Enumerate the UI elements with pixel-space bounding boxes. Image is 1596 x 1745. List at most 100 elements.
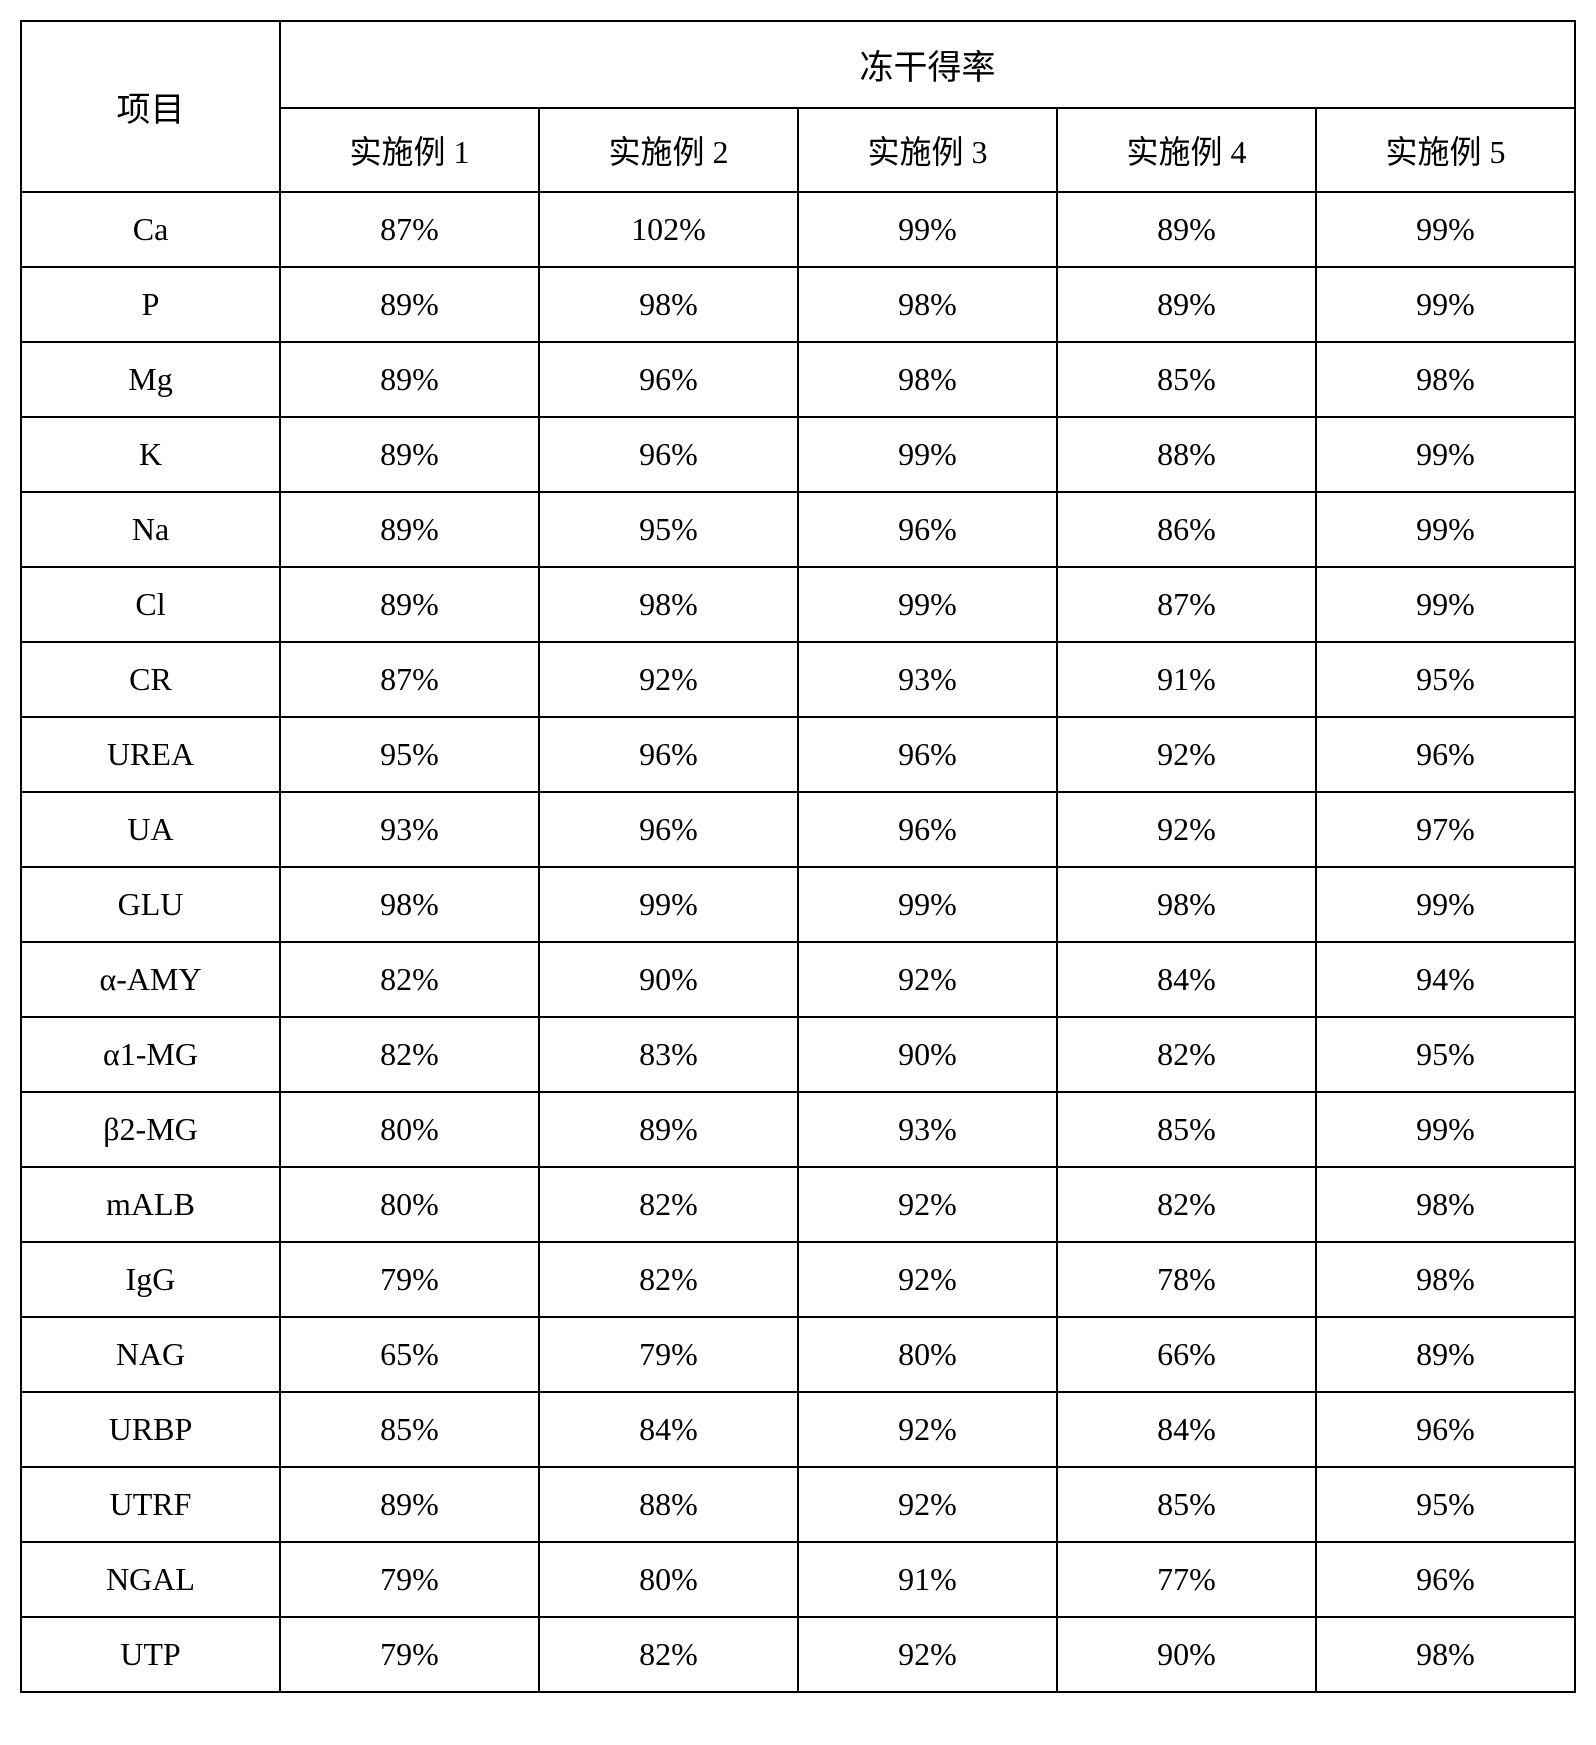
data-cell: 85% — [280, 1392, 539, 1467]
data-cell: 98% — [1316, 1242, 1575, 1317]
data-cell: 83% — [539, 1017, 798, 1092]
data-cell: 94% — [1316, 942, 1575, 1017]
data-cell: 92% — [798, 1167, 1057, 1242]
data-cell: 82% — [1057, 1167, 1316, 1242]
row-header-title: 项目 — [21, 21, 280, 192]
row-label: URBP — [21, 1392, 280, 1467]
header-row-1: 项目 冻干得率 — [21, 21, 1575, 108]
data-cell: 93% — [280, 792, 539, 867]
row-label: Ca — [21, 192, 280, 267]
data-cell: 98% — [1316, 1617, 1575, 1692]
table-row: Na89%95%96%86%99% — [21, 492, 1575, 567]
data-cell: 80% — [280, 1167, 539, 1242]
data-cell: 82% — [539, 1617, 798, 1692]
row-label: mALB — [21, 1167, 280, 1242]
data-cell: 89% — [280, 342, 539, 417]
table-row: URBP85%84%92%84%96% — [21, 1392, 1575, 1467]
data-cell: 91% — [798, 1542, 1057, 1617]
data-table-container: 项目 冻干得率 实施例 1 实施例 2 实施例 3 实施例 4 实施例 5 Ca… — [20, 20, 1576, 1693]
data-cell: 99% — [1316, 192, 1575, 267]
data-cell: 96% — [539, 417, 798, 492]
data-cell: 82% — [280, 1017, 539, 1092]
data-cell: 95% — [280, 717, 539, 792]
data-cell: 99% — [539, 867, 798, 942]
data-cell: 85% — [1057, 1467, 1316, 1542]
data-cell: 84% — [539, 1392, 798, 1467]
row-label: Cl — [21, 567, 280, 642]
data-cell: 96% — [539, 342, 798, 417]
data-cell: 65% — [280, 1317, 539, 1392]
row-label: β2-MG — [21, 1092, 280, 1167]
row-label: α-AMY — [21, 942, 280, 1017]
data-cell: 99% — [798, 192, 1057, 267]
data-cell: 92% — [798, 1242, 1057, 1317]
row-label: α1-MG — [21, 1017, 280, 1092]
table-row: Mg89%96%98%85%98% — [21, 342, 1575, 417]
data-cell: 95% — [1316, 642, 1575, 717]
data-cell: 99% — [798, 417, 1057, 492]
col-header-1: 实施例 1 — [280, 108, 539, 192]
table-row: β2-MG80%89%93%85%99% — [21, 1092, 1575, 1167]
data-cell: 79% — [280, 1617, 539, 1692]
data-cell: 99% — [798, 567, 1057, 642]
data-cell: 96% — [798, 792, 1057, 867]
table-row: mALB80%82%92%82%98% — [21, 1167, 1575, 1242]
table-row: NGAL79%80%91%77%96% — [21, 1542, 1575, 1617]
table-row: UTP79%82%92%90%98% — [21, 1617, 1575, 1692]
row-label: Na — [21, 492, 280, 567]
data-cell: 80% — [280, 1092, 539, 1167]
table-row: P89%98%98%89%99% — [21, 267, 1575, 342]
data-cell: 87% — [280, 192, 539, 267]
data-cell: 96% — [539, 717, 798, 792]
data-cell: 96% — [1316, 1392, 1575, 1467]
data-cell: 92% — [539, 642, 798, 717]
data-cell: 89% — [1316, 1317, 1575, 1392]
data-cell: 84% — [1057, 942, 1316, 1017]
data-cell: 90% — [798, 1017, 1057, 1092]
table-row: Ca87%102%99%89%99% — [21, 192, 1575, 267]
data-cell: 98% — [539, 267, 798, 342]
row-label: Mg — [21, 342, 280, 417]
table-row: UA93%96%96%92%97% — [21, 792, 1575, 867]
data-cell: 82% — [539, 1242, 798, 1317]
table-row: α1-MG82%83%90%82%95% — [21, 1017, 1575, 1092]
table-row: UTRF89%88%92%85%95% — [21, 1467, 1575, 1542]
col-header-5: 实施例 5 — [1316, 108, 1575, 192]
data-cell: 85% — [1057, 342, 1316, 417]
data-cell: 96% — [1316, 1542, 1575, 1617]
data-cell: 90% — [1057, 1617, 1316, 1692]
data-cell: 99% — [1316, 1092, 1575, 1167]
table-row: NAG65%79%80%66%89% — [21, 1317, 1575, 1392]
data-cell: 92% — [1057, 717, 1316, 792]
data-cell: 92% — [798, 1617, 1057, 1692]
data-cell: 96% — [1316, 717, 1575, 792]
data-cell: 89% — [280, 267, 539, 342]
data-cell: 89% — [280, 492, 539, 567]
data-cell: 99% — [1316, 867, 1575, 942]
data-cell: 89% — [1057, 192, 1316, 267]
data-table: 项目 冻干得率 实施例 1 实施例 2 实施例 3 实施例 4 实施例 5 Ca… — [20, 20, 1576, 1693]
data-cell: 93% — [798, 1092, 1057, 1167]
data-cell: 98% — [539, 567, 798, 642]
data-cell: 86% — [1057, 492, 1316, 567]
row-label: UTP — [21, 1617, 280, 1692]
data-cell: 97% — [1316, 792, 1575, 867]
col-header-4: 实施例 4 — [1057, 108, 1316, 192]
data-cell: 99% — [1316, 267, 1575, 342]
data-cell: 85% — [1057, 1092, 1316, 1167]
data-cell: 90% — [539, 942, 798, 1017]
data-cell: 99% — [798, 867, 1057, 942]
table-row: CR87%92%93%91%95% — [21, 642, 1575, 717]
row-label: NAG — [21, 1317, 280, 1392]
data-cell: 99% — [1316, 567, 1575, 642]
data-cell: 84% — [1057, 1392, 1316, 1467]
data-cell: 102% — [539, 192, 798, 267]
data-cell: 89% — [280, 567, 539, 642]
merged-header-title: 冻干得率 — [280, 21, 1575, 108]
table-row: IgG79%82%92%78%98% — [21, 1242, 1575, 1317]
row-label: UTRF — [21, 1467, 280, 1542]
data-cell: 87% — [280, 642, 539, 717]
table-header: 项目 冻干得率 实施例 1 实施例 2 实施例 3 实施例 4 实施例 5 — [21, 21, 1575, 192]
data-cell: 89% — [539, 1092, 798, 1167]
data-cell: 88% — [1057, 417, 1316, 492]
